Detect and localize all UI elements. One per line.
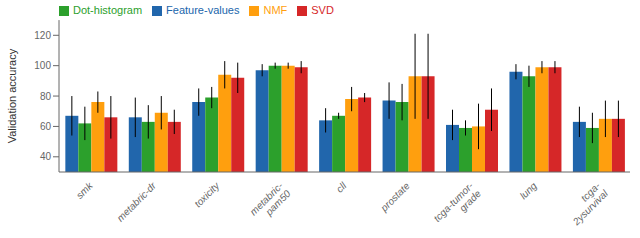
svg-text:lung: lung (518, 180, 539, 201)
svg-text:tcga-2ysurvival: tcga-2ysurvival (562, 180, 610, 228)
html-text:SVD: SVD (311, 4, 334, 16)
html-text:NMF: NMF (263, 4, 288, 16)
html-text:Dot-histogram: Dot-histogram (73, 4, 143, 16)
svg-text:Validation accuracy: Validation accuracy (8, 48, 18, 143)
svg-text:60: 60 (40, 121, 52, 132)
svg-text:80: 80 (40, 91, 52, 102)
svg-text:cll: cll (334, 180, 349, 195)
svg-text:metabric-dr: metabric-dr (115, 180, 159, 224)
svg-text:prostate: prostate (378, 180, 412, 214)
svg-text:100: 100 (34, 60, 51, 71)
svg-text:40: 40 (40, 151, 52, 162)
svg-text:tcga-tumor-grade: tcga-tumor-grade (431, 180, 483, 232)
html-text:Feature-values: Feature-values (166, 4, 240, 16)
svg-text:smk: smk (74, 179, 95, 200)
svg-text:120: 120 (34, 30, 51, 41)
svg-text:toxicity: toxicity (192, 179, 222, 209)
svg-text:metabric-pam50: metabric-pam50 (248, 180, 293, 225)
